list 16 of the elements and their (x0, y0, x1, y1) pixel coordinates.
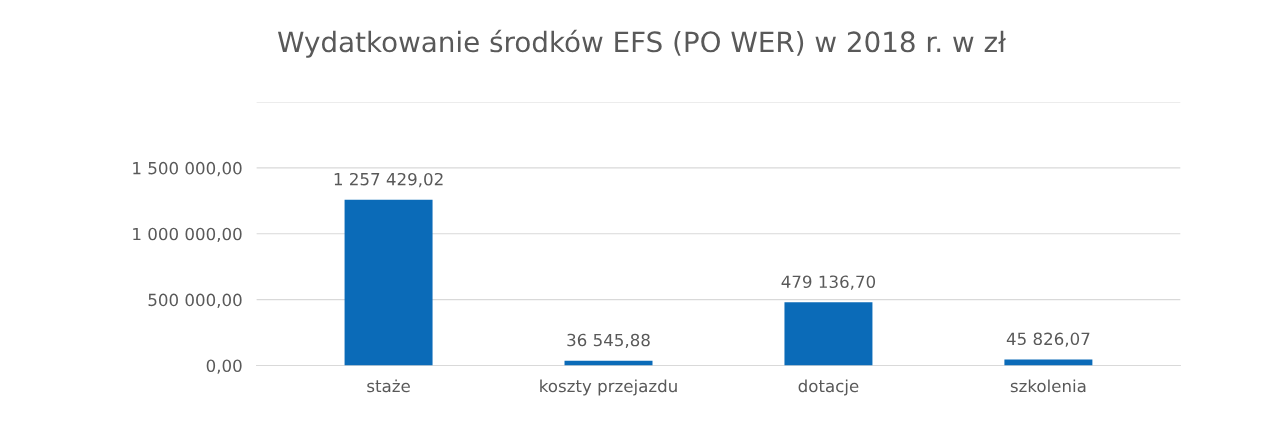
bar (344, 199, 433, 366)
x-tick-label: dotacje (798, 379, 859, 396)
y-tick-label: 0,00 (206, 359, 242, 374)
y-tick-label: 500 000,00 (148, 293, 242, 308)
y-tick-label: 1 500 000,00 (133, 161, 242, 177)
bar (784, 302, 873, 366)
x-tick-label: koszty przejazdu (540, 379, 677, 396)
data-label: 36 545,88 (567, 333, 650, 349)
x-tick-label: szkolenia (1010, 379, 1086, 393)
y-tick-label: 1 000 000,00 (133, 227, 242, 243)
data-label: 479 136,70 (781, 275, 876, 290)
bar (1004, 359, 1093, 366)
x-tick-label: staże (367, 379, 410, 393)
data-label: 45 826,07 (1006, 332, 1090, 347)
chart-title: Wydatkowanie środków EFS (PO WER) w 2018 r. w zł (277, 29, 1007, 58)
data-label: 1 257 429,02 (334, 172, 443, 188)
